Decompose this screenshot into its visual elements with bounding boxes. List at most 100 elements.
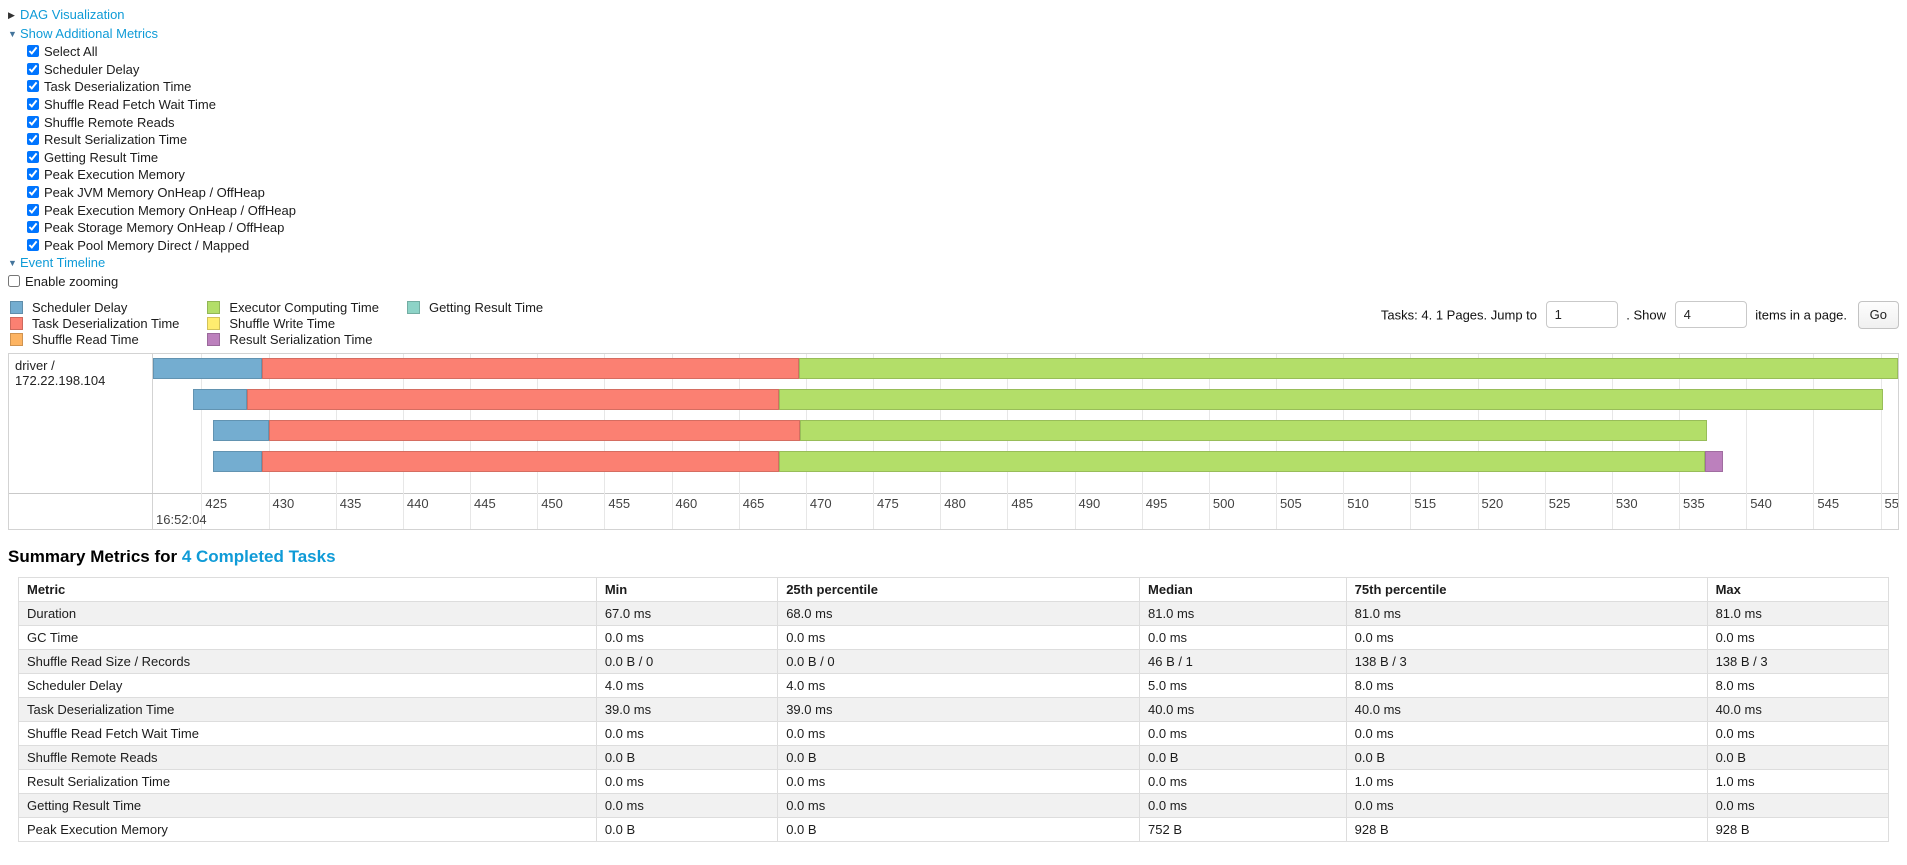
timeline-header: Scheduler Delay Task Deserialization Time…: [8, 300, 1899, 348]
legend-label: Getting Result Time: [428, 299, 544, 315]
axis-tick-label: 435: [339, 495, 362, 511]
legend-swatch-icon: [10, 316, 23, 330]
metric-name-cell: Shuffle Remote Reads: [18, 744, 597, 770]
event-timeline-toggle: ▼ Event Timeline: [8, 254, 1899, 273]
metric-value-cell: 67.0 ms: [595, 600, 779, 626]
task-bar-segment-executor-computing: [778, 450, 1705, 472]
table-header-row: Metric Min 25th percentile Median 75th perce…: [18, 576, 1890, 602]
metric-value-cell: 928 B: [1706, 816, 1890, 842]
metric-checkbox[interactable]: [27, 62, 39, 75]
gridline: [805, 353, 807, 529]
metric-checkbox[interactable]: [27, 115, 39, 128]
metric-value-cell: 4.0 ms: [777, 672, 1141, 698]
event-timeline-link[interactable]: Event Timeline: [20, 255, 106, 271]
metric-checkbox[interactable]: [27, 150, 39, 163]
metric-name-cell: Task Deserialization Time: [18, 696, 597, 722]
metric-checkbox-item: Shuffle Read Fetch Wait Time: [27, 96, 1899, 114]
gridline: [1410, 353, 1412, 529]
legend-swatch-icon: [207, 300, 221, 314]
metric-value-cell: 0.0 ms: [1706, 624, 1890, 650]
collapsible-sections: ▶ DAG Visualization ▼ Show Additional Metr…: [8, 6, 1899, 291]
metric-checkbox[interactable]: [27, 133, 39, 146]
enable-zooming-row: Enable zooming: [8, 273, 1899, 291]
axis-tick-label: 455: [608, 495, 631, 511]
metric-value-cell: 0.0 ms: [1706, 720, 1890, 746]
column-header: Min: [595, 576, 779, 602]
metric-checkbox[interactable]: [27, 97, 39, 110]
metric-value-cell: 0.0 ms: [595, 792, 779, 818]
gridline: [268, 353, 270, 529]
dag-visualization-link[interactable]: DAG Visualization: [20, 7, 125, 22]
axis-tick-label: 535: [1683, 495, 1705, 511]
metric-value-cell: 752 B: [1139, 816, 1347, 842]
metric-checkbox-item: Peak Storage Memory OnHeap / OffHeap: [27, 219, 1899, 237]
table-row: Shuffle Read Fetch Wait Time 0.0 ms 0.0 ms…: [18, 720, 1890, 746]
metric-checkbox[interactable]: [27, 203, 39, 216]
completed-tasks-link[interactable]: 4 Completed Tasks: [181, 546, 336, 566]
column-header: Max: [1706, 576, 1890, 602]
metric-value-cell: 138 B / 3: [1345, 648, 1708, 674]
column-header: Metric: [18, 576, 597, 602]
enable-zooming-checkbox[interactable]: [8, 274, 20, 287]
metric-value-cell: 40.0 ms: [1345, 696, 1708, 722]
metric-checkbox-label: Peak Storage Memory OnHeap / OffHeap: [44, 220, 285, 236]
metric-value-cell: 0.0 ms: [1139, 720, 1347, 746]
gridline: [1746, 353, 1748, 529]
show-additional-metrics-link[interactable]: Show Additional Metrics: [20, 25, 159, 41]
summary-heading-text: Summary Metrics for: [8, 546, 182, 566]
axis-tick-label: 550: [1884, 495, 1898, 511]
legend-item: Scheduler Delay: [10, 300, 179, 316]
metric-checkbox[interactable]: [27, 45, 39, 58]
legend-item: Task Deserialization Time: [10, 316, 179, 332]
metric-name-cell: Shuffle Read Fetch Wait Time: [18, 720, 597, 746]
metric-checkbox[interactable]: [27, 185, 39, 198]
task-bar-segment-task-deserialization: [268, 419, 801, 441]
metric-value-cell: 0.0 ms: [777, 792, 1141, 818]
metric-checkbox[interactable]: [27, 238, 39, 251]
gridline: [335, 353, 337, 529]
legend-label: Task Deserialization Time: [32, 315, 180, 331]
metric-name-cell: GC Time: [18, 624, 597, 650]
go-button[interactable]: Go: [1857, 300, 1899, 329]
metric-value-cell: 928 B: [1345, 816, 1708, 842]
metric-value-cell: 0.0 ms: [595, 720, 779, 746]
metric-checkbox[interactable]: [27, 168, 39, 181]
legend-item: Shuffle Read Time: [10, 332, 179, 348]
legend-label: Shuffle Write Time: [229, 315, 336, 331]
dag-visualization-toggle: ▶ DAG Visualization: [8, 6, 1899, 25]
axis-tick-label: 440: [406, 495, 429, 511]
metric-value-cell: 81.0 ms: [1345, 600, 1708, 626]
show-additional-metrics-toggle: ▼ Show Additional Metrics: [8, 25, 1899, 44]
legend-column: Executor Computing Time Shuffle Write Tim…: [207, 300, 379, 348]
axis-tick-label: 450: [541, 495, 563, 511]
table-row: Scheduler Delay 4.0 ms 4.0 ms 5.0 ms 8.0 ms 8…: [18, 672, 1890, 698]
jump-to-page-input[interactable]: [1545, 301, 1618, 328]
task-bar-segment-task-deserialization: [261, 450, 779, 472]
table-row: Shuffle Read Size / Records 0.0 B / 0 0.0 …: [18, 648, 1890, 674]
pagination-show-label: . Show: [1626, 307, 1666, 322]
metric-value-cell: 68.0 ms: [777, 600, 1141, 626]
gridline: [1544, 353, 1546, 529]
metric-checkbox[interactable]: [27, 80, 39, 93]
axis-tick-label: 465: [742, 495, 765, 511]
metric-checkbox-item: Peak JVM Memory OnHeap / OffHeap: [27, 184, 1899, 202]
gridline: [1477, 353, 1479, 529]
axis-major-label: 16:52:04: [156, 511, 207, 527]
column-header: 25th percentile: [777, 576, 1141, 602]
legend-label: Shuffle Read Time: [32, 331, 139, 347]
axis-tick-label: 490: [1078, 495, 1101, 511]
gridline: [604, 353, 606, 529]
items-per-page-input[interactable]: [1674, 301, 1747, 328]
metric-checkbox[interactable]: [27, 221, 39, 234]
axis-tick-label: 445: [474, 495, 496, 511]
metric-value-cell: 40.0 ms: [1139, 696, 1347, 722]
task-bar-segment-task-deserialization: [247, 388, 779, 410]
gridline: [1343, 353, 1345, 529]
metric-name-cell: Peak Execution Memory: [18, 816, 597, 842]
metric-value-cell: 0.0 ms: [595, 768, 779, 794]
axis-tick-label: 545: [1817, 495, 1840, 511]
axis-tick-label: 505: [1280, 495, 1302, 511]
additional-metrics-checkbox-list: Select All Scheduler Delay Task Deserializ…: [8, 43, 1899, 254]
metric-checkbox-label: Task Deserialization Time: [44, 79, 192, 95]
metric-value-cell: 0.0 B: [1139, 744, 1347, 770]
